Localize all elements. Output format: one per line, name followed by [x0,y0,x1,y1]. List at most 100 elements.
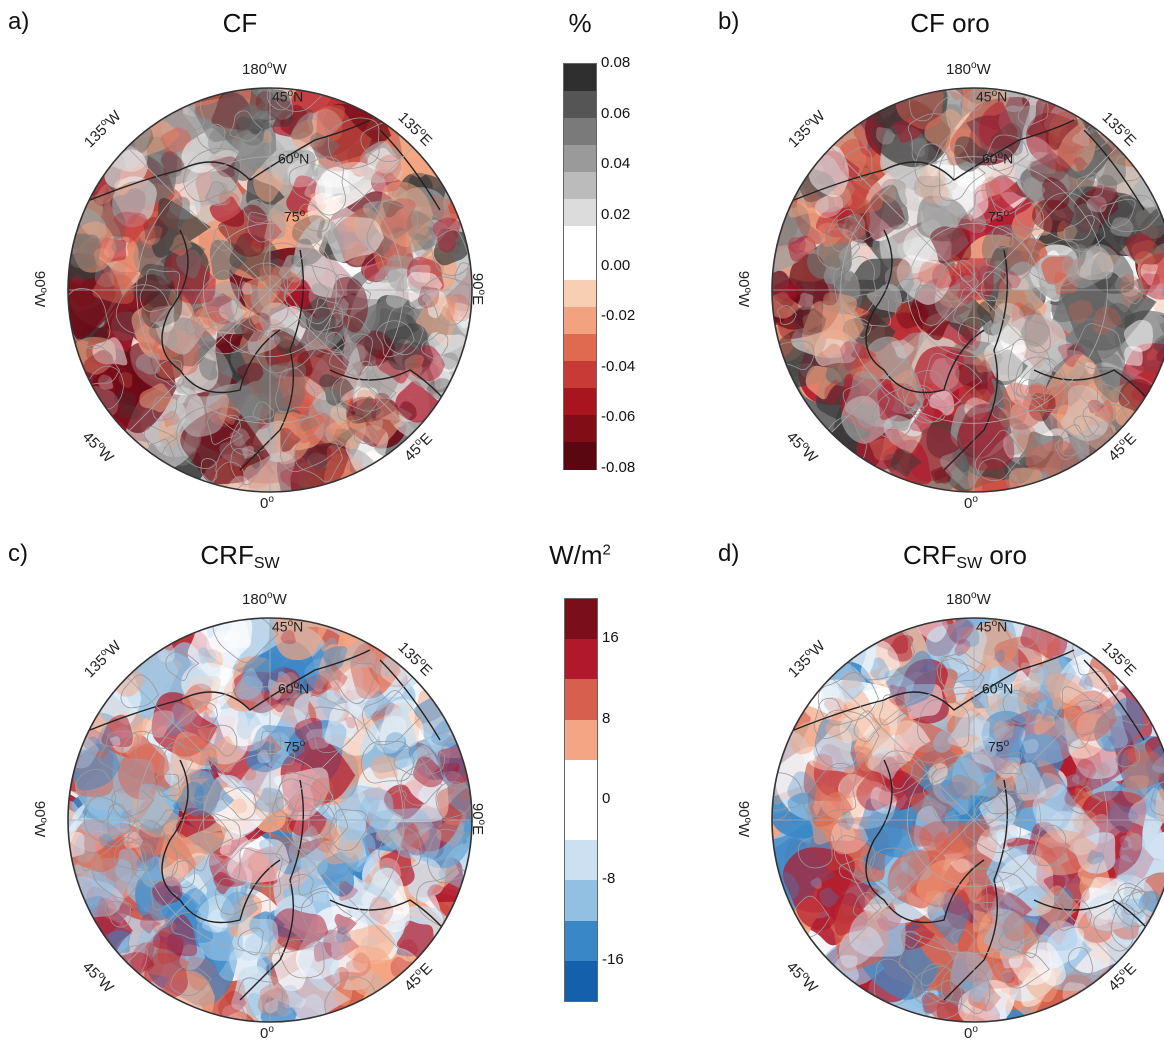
contour-patch [1054,271,1079,295]
meridian-label-90w: 90oW [735,270,754,308]
contour-line [1096,383,1130,420]
contour-patch [210,156,236,178]
contour-patch [802,310,824,331]
panel-a-title-text: CF [222,8,258,38]
contour-line [815,709,880,769]
contour-patch [195,895,235,933]
contour-patch [205,296,234,325]
contour-patch [916,618,948,643]
contour-patch [891,339,915,359]
contour-patch [993,881,1010,896]
contour-patch [833,185,853,209]
latitude-label-60n: 60oN [982,680,1014,697]
colorbar-segment [565,880,597,922]
contour-patch [400,823,426,856]
contour-patch [199,885,241,933]
contour-line [363,254,389,284]
contour-patch [1121,775,1150,805]
contour-line [192,270,239,330]
contour-patch [916,858,970,906]
contour-line [984,134,1029,171]
contour-patch [1154,347,1164,363]
contour-patch [374,715,407,754]
contour-patch [382,731,407,759]
colorbar-segment [564,334,596,362]
contour-patch [1029,153,1069,183]
contour-line [828,208,875,253]
contour-patch [983,692,1007,709]
contour-line [772,795,790,824]
contour-patch [220,891,259,925]
contour-patch [218,300,247,323]
meridian-label-90w: 90oW [31,800,50,838]
contour-line [275,367,316,413]
latitude-label-45n: 45oN [272,618,304,635]
contour-line [976,781,1023,815]
contour-patch [1146,348,1158,361]
contour-patch [880,224,914,257]
contour-patch [111,311,148,341]
contour-patch [1037,885,1082,930]
contour-line [969,867,1006,904]
contour-line [1054,686,1116,749]
contour-patch [955,363,988,397]
contour-line [1057,424,1087,457]
contour-line [872,387,925,439]
contour-line [1033,824,1067,867]
contour-line [772,772,804,811]
contour-line [212,224,232,251]
contour-patch [1078,674,1093,691]
coastline [865,229,985,394]
contour-line [157,741,217,802]
colorbar-wm2-title-sup: 2 [602,541,611,559]
contour-line [288,156,346,216]
contour-line [851,317,872,339]
colorbar-tick-label: 16 [602,629,619,647]
colorbar-tick-label: -0.04 [601,357,636,375]
contour-patch [1057,343,1086,368]
contour-patch [998,399,1028,428]
contour-patch [1127,741,1154,766]
contour-line [229,110,263,142]
contour-line [1099,199,1136,229]
contour-patch [894,332,924,364]
contour-patch [229,946,267,988]
contour-patch [772,278,805,308]
contour-patch [851,745,873,767]
contour-line [985,871,1028,916]
contour-patch [1100,735,1116,751]
contour-line [271,797,295,818]
contour-patch [870,657,890,681]
panel-d-title-text: CRF [902,540,957,570]
contour-patch [971,980,994,1004]
panel-c-title: CRFSW [180,540,300,573]
contour-patch [139,225,163,245]
contour-patch [211,800,237,821]
contour-patch [1012,679,1041,706]
contour-line [1007,339,1053,400]
meridian-line [830,146,1118,434]
contour-line [898,931,955,986]
contour-line [1150,781,1164,819]
colorbar-tick-label: 0.00 [601,256,631,274]
contour-patch [1119,833,1146,863]
contour-patch [441,352,459,370]
map-svg [771,87,1164,493]
contour-patch [257,987,290,1017]
contour-patch [814,194,844,218]
contour-patch [190,307,217,339]
contour-patch [199,357,218,381]
contour-patch [201,909,228,933]
contour-patch [175,249,202,279]
contour-patch [1153,333,1164,355]
contour-patch [788,235,817,262]
contour-line [197,310,256,355]
colorbar-tick-label: 0.04 [601,155,631,173]
contour-patch [194,777,235,816]
contour-line [914,143,955,188]
contour-patch [851,343,869,359]
contour-patch [243,767,257,781]
colorbar-segment [564,361,596,389]
contour-patch [1002,848,1031,867]
panel-c-title-sub: SW [253,555,280,572]
